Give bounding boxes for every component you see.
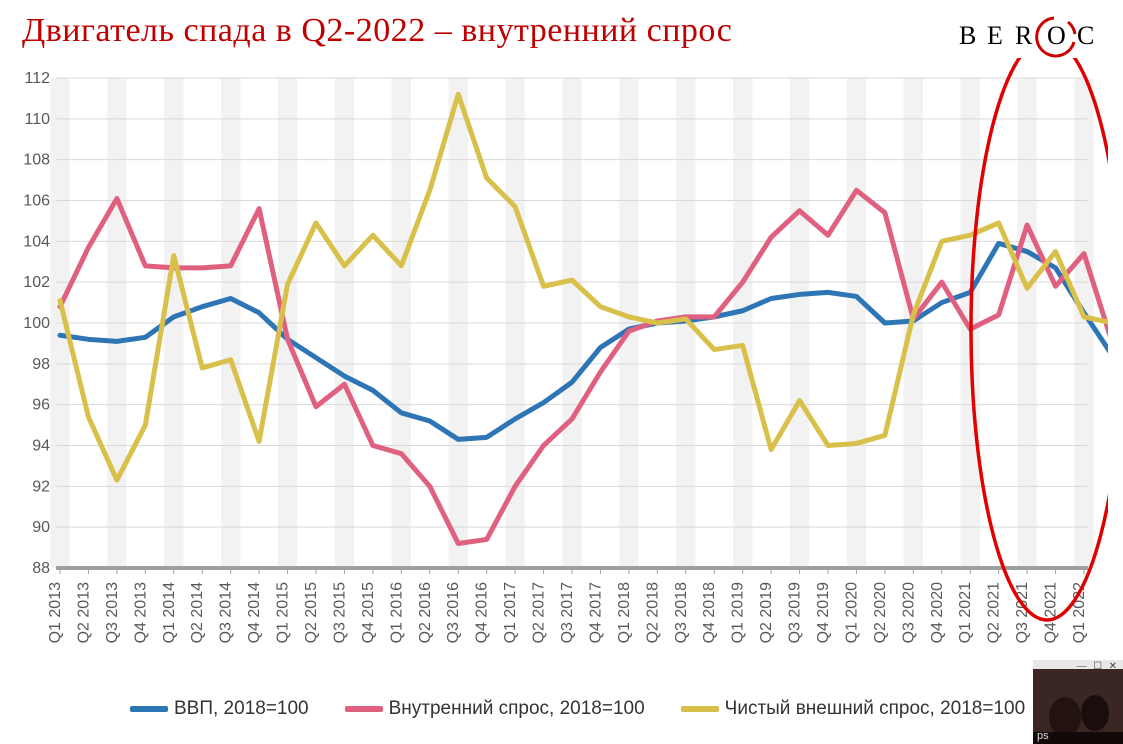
svg-text:98: 98 [32, 356, 50, 373]
svg-text:Q3 2016: Q3 2016 [445, 582, 462, 643]
svg-text:110: 110 [24, 111, 50, 128]
svg-text:94: 94 [32, 438, 50, 455]
svg-text:Q4 2021: Q4 2021 [1043, 582, 1060, 643]
page-title: Двигатель спада в Q2-2022 – внутренний с… [22, 12, 941, 50]
svg-text:Q2 2015: Q2 2015 [303, 582, 320, 643]
svg-text:C: C [1077, 21, 1094, 50]
legend-item: ВВП, 2018=100 [130, 698, 309, 720]
legend-swatch [345, 706, 383, 712]
svg-text:Q1 2021: Q1 2021 [957, 582, 974, 643]
legend-label: ВВП, 2018=100 [174, 698, 309, 720]
legend-item: Внутренний спрос, 2018=100 [345, 698, 645, 720]
svg-text:Q2 2016: Q2 2016 [417, 582, 434, 643]
svg-text:Q2 2019: Q2 2019 [758, 582, 775, 643]
svg-text:104: 104 [23, 233, 50, 250]
legend-label: Внутренний спрос, 2018=100 [389, 698, 645, 720]
svg-text:E: E [987, 21, 1003, 50]
svg-text:102: 102 [23, 274, 50, 291]
webcam-thumbnail: — ☐ ✕ ps [1033, 660, 1123, 744]
svg-text:Q1 2015: Q1 2015 [275, 582, 292, 643]
svg-text:Q1 2016: Q1 2016 [388, 582, 405, 643]
svg-text:Q2 2017: Q2 2017 [531, 582, 548, 643]
svg-text:Q2 2020: Q2 2020 [872, 582, 889, 643]
svg-text:Q3 2017: Q3 2017 [559, 582, 576, 643]
legend: ВВП, 2018=100 Внутренний спрос, 2018=100 Ч… [0, 698, 1123, 720]
svg-text:108: 108 [23, 152, 50, 169]
svg-text:Q1 2017: Q1 2017 [502, 582, 519, 643]
legend-swatch [130, 706, 168, 712]
svg-text:B: B [959, 21, 976, 50]
svg-text:Q2 2013: Q2 2013 [75, 582, 92, 643]
webcam-label: ps [1037, 730, 1049, 742]
svg-text:Q2 2021: Q2 2021 [986, 582, 1003, 643]
svg-text:90: 90 [32, 519, 50, 536]
legend-swatch [681, 706, 719, 712]
svg-text:Q3 2020: Q3 2020 [900, 582, 917, 643]
svg-text:100: 100 [23, 315, 50, 332]
chart-area: 88 90 92 94 96 98 100 102 104 106 108 110 112 Q1 2013… [8, 58, 1108, 698]
svg-text:96: 96 [32, 397, 50, 414]
svg-text:Q1 2013: Q1 2013 [47, 582, 64, 643]
legend-item: Чистый внешний спрос, 2018=100 [681, 698, 1025, 720]
svg-text:92: 92 [32, 478, 50, 495]
svg-text:Q3 2019: Q3 2019 [787, 582, 804, 643]
svg-text:Q2 2018: Q2 2018 [644, 582, 661, 643]
svg-text:Q1 2019: Q1 2019 [730, 582, 747, 643]
svg-text:112: 112 [24, 70, 50, 87]
svg-text:Q1 2018: Q1 2018 [616, 582, 633, 643]
svg-text:Q1 2014: Q1 2014 [161, 582, 178, 643]
svg-text:Q4 2016: Q4 2016 [474, 582, 491, 643]
svg-text:Q2 2014: Q2 2014 [189, 582, 206, 643]
svg-text:Q4 2015: Q4 2015 [360, 582, 377, 643]
svg-text:Q3 2018: Q3 2018 [673, 582, 690, 643]
svg-text:Q3 2013: Q3 2013 [104, 582, 121, 643]
svg-text:88: 88 [32, 560, 50, 577]
svg-text:Q3 2014: Q3 2014 [218, 582, 235, 643]
svg-text:R: R [1015, 21, 1033, 50]
svg-text:Q4 2014: Q4 2014 [246, 582, 263, 643]
svg-text:Q4 2017: Q4 2017 [587, 582, 604, 643]
legend-label: Чистый внешний спрос, 2018=100 [725, 698, 1025, 720]
svg-text:106: 106 [23, 193, 50, 210]
svg-text:Q1 2020: Q1 2020 [843, 582, 860, 643]
svg-text:Q4 2018: Q4 2018 [701, 582, 718, 643]
svg-text:Q4 2020: Q4 2020 [929, 582, 946, 643]
header: Двигатель спада в Q2-2022 – внутренний с… [0, 0, 1123, 58]
svg-text:Q4 2019: Q4 2019 [815, 582, 832, 643]
svg-text:Q3 2015: Q3 2015 [331, 582, 348, 643]
beroc-logo: BEROC [953, 14, 1103, 58]
svg-text:Q4 2013: Q4 2013 [132, 582, 149, 643]
svg-text:O: O [1047, 21, 1066, 50]
